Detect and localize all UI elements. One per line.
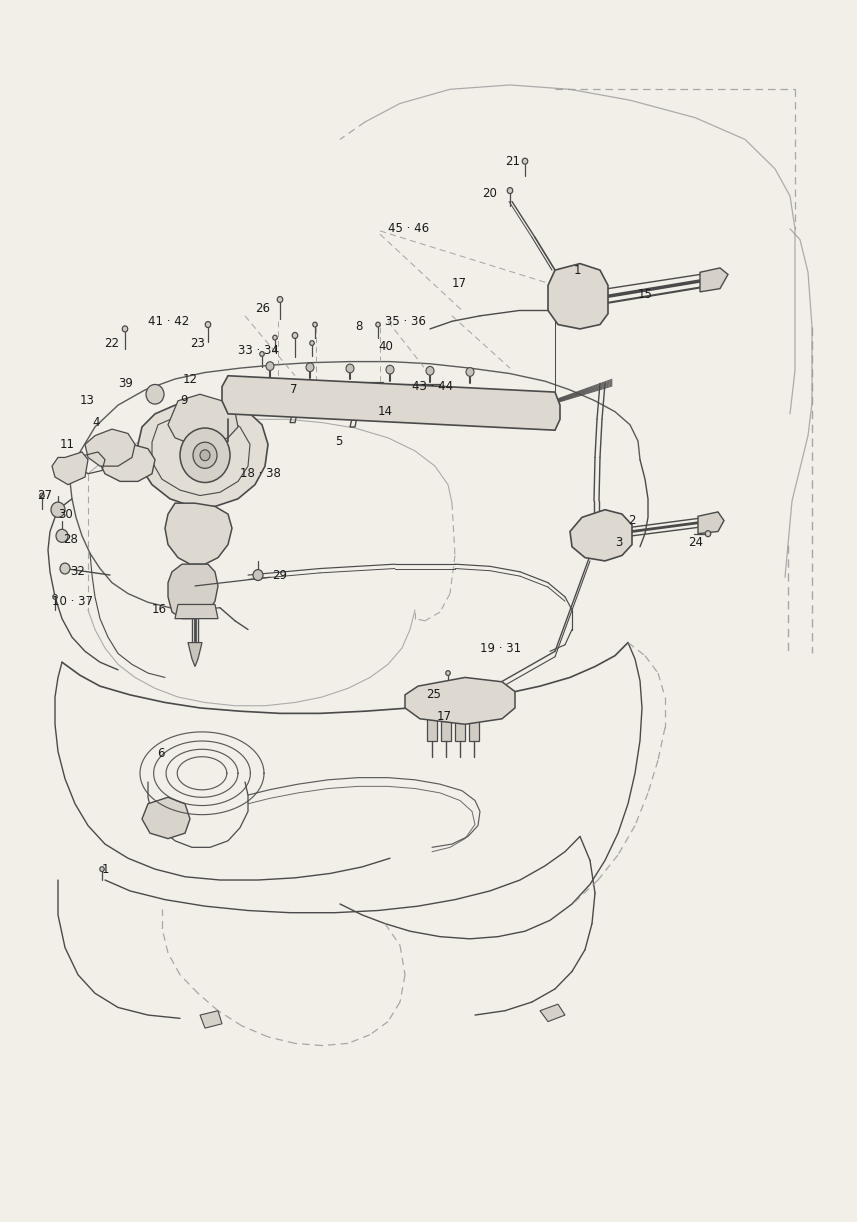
Polygon shape [85,429,135,466]
Text: 32: 32 [70,566,85,578]
Text: 43 · 44: 43 · 44 [412,380,453,393]
Text: 16: 16 [152,604,167,616]
Polygon shape [268,380,312,397]
Text: 30: 30 [58,507,73,521]
Circle shape [309,341,315,346]
Polygon shape [441,719,451,741]
Circle shape [39,494,45,497]
Text: 5: 5 [335,435,343,447]
Circle shape [507,188,512,193]
Circle shape [705,530,710,536]
Circle shape [180,428,230,483]
Polygon shape [222,375,560,430]
Circle shape [146,385,164,404]
Polygon shape [98,445,155,481]
Circle shape [56,529,68,543]
Circle shape [426,367,434,375]
Text: 24: 24 [688,536,703,549]
Polygon shape [52,452,88,485]
Text: 2: 2 [628,514,636,527]
Text: 23: 23 [190,336,205,349]
Polygon shape [142,797,190,838]
Circle shape [53,594,57,599]
Circle shape [193,442,217,468]
Text: 19 · 31: 19 · 31 [480,642,521,655]
Text: 22: 22 [104,336,119,349]
Circle shape [594,527,610,545]
Circle shape [266,362,274,370]
Text: 41 · 42: 41 · 42 [148,315,189,327]
Polygon shape [455,719,465,741]
Text: 29: 29 [272,568,287,582]
Text: 17: 17 [452,276,467,290]
Text: 40: 40 [378,340,393,353]
Circle shape [466,368,474,376]
Text: 1: 1 [102,863,110,876]
Circle shape [51,502,65,517]
Polygon shape [405,677,515,725]
Text: 10 · 37: 10 · 37 [52,595,93,607]
Text: 18 · 38: 18 · 38 [240,467,281,480]
Polygon shape [540,1004,565,1022]
Circle shape [313,323,317,327]
Text: 11: 11 [60,437,75,451]
Polygon shape [396,384,440,401]
Text: 4: 4 [92,415,99,429]
Polygon shape [698,512,724,534]
Circle shape [60,563,70,574]
Text: 39: 39 [118,376,133,390]
Text: 6: 6 [157,747,165,760]
Text: 33 · 34: 33 · 34 [238,345,279,357]
Circle shape [446,671,450,676]
Text: 13: 13 [80,395,95,407]
Polygon shape [175,605,218,618]
Circle shape [292,332,297,338]
Text: 35 · 36: 35 · 36 [385,315,426,327]
Circle shape [572,282,584,296]
Polygon shape [200,1011,222,1028]
Circle shape [522,158,528,164]
Text: 20: 20 [482,187,497,200]
Text: 1: 1 [574,264,582,276]
Text: 15: 15 [638,287,653,301]
Circle shape [572,304,584,316]
Text: 27: 27 [37,489,52,502]
Text: 28: 28 [63,533,78,545]
Polygon shape [165,503,232,565]
Polygon shape [427,719,437,741]
Text: 17: 17 [437,710,452,723]
Text: 9: 9 [180,395,188,407]
Circle shape [205,321,211,327]
Circle shape [346,364,354,373]
Circle shape [99,866,105,871]
Circle shape [253,569,263,580]
Circle shape [306,363,314,371]
Circle shape [273,335,277,340]
Text: 26: 26 [255,302,270,315]
Circle shape [200,450,210,461]
Polygon shape [138,401,268,506]
Polygon shape [469,719,479,741]
Text: 25: 25 [426,688,440,701]
Text: 3: 3 [615,536,622,549]
Polygon shape [327,381,383,400]
Polygon shape [570,510,632,561]
Text: 7: 7 [290,384,297,396]
Text: 45 · 46: 45 · 46 [388,222,429,235]
Text: 12: 12 [183,373,198,385]
Polygon shape [188,643,202,666]
Polygon shape [548,264,608,329]
Circle shape [278,297,283,303]
Circle shape [260,352,264,357]
Polygon shape [168,565,218,618]
Circle shape [386,365,394,374]
Circle shape [123,326,128,332]
Polygon shape [700,268,728,292]
Text: 14: 14 [378,406,393,418]
Circle shape [376,323,381,327]
Polygon shape [168,395,238,445]
Text: 8: 8 [355,320,363,334]
Text: 21: 21 [505,155,520,167]
